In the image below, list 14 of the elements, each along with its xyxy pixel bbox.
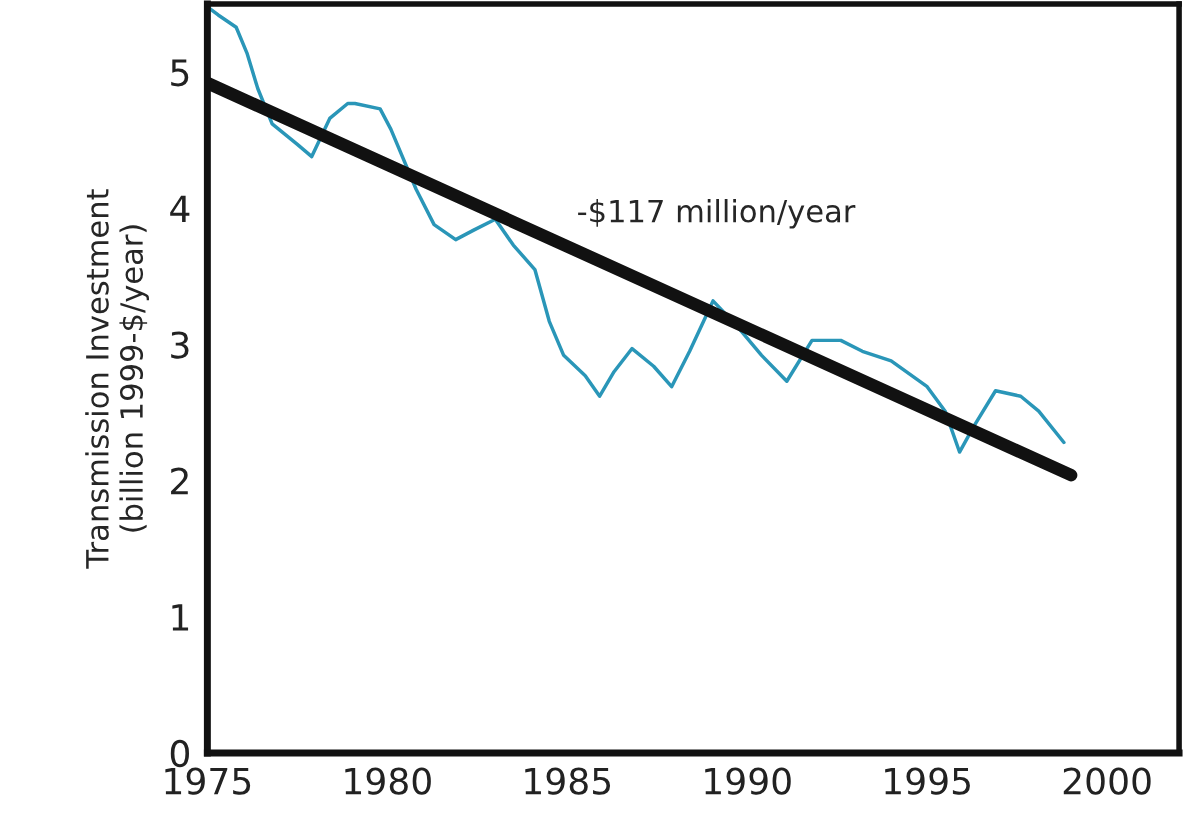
x-tick-label: 1995 bbox=[885, 767, 970, 795]
y-tick-label: 5 bbox=[171, 59, 189, 87]
y-tick-label: 1 bbox=[172, 604, 189, 631]
y-tick-label: 4 bbox=[170, 195, 190, 223]
x-tick-label: 1975 bbox=[165, 767, 251, 795]
x-tick-label: 1985 bbox=[525, 767, 611, 795]
annotation: -$117 million/year bbox=[578, 198, 856, 229]
y-tick-label: 2 bbox=[171, 467, 188, 495]
x-tick-label: 2000 bbox=[1063, 767, 1151, 795]
y-tick-label: 0 bbox=[170, 739, 189, 768]
y-tick-label: 3 bbox=[171, 331, 189, 359]
y-axis-title: Transmission Investment (billion 1999-$/year) bbox=[85, 189, 149, 569]
x-tick-label: 1980 bbox=[345, 767, 431, 795]
x-tick-label: 1990 bbox=[705, 767, 791, 795]
